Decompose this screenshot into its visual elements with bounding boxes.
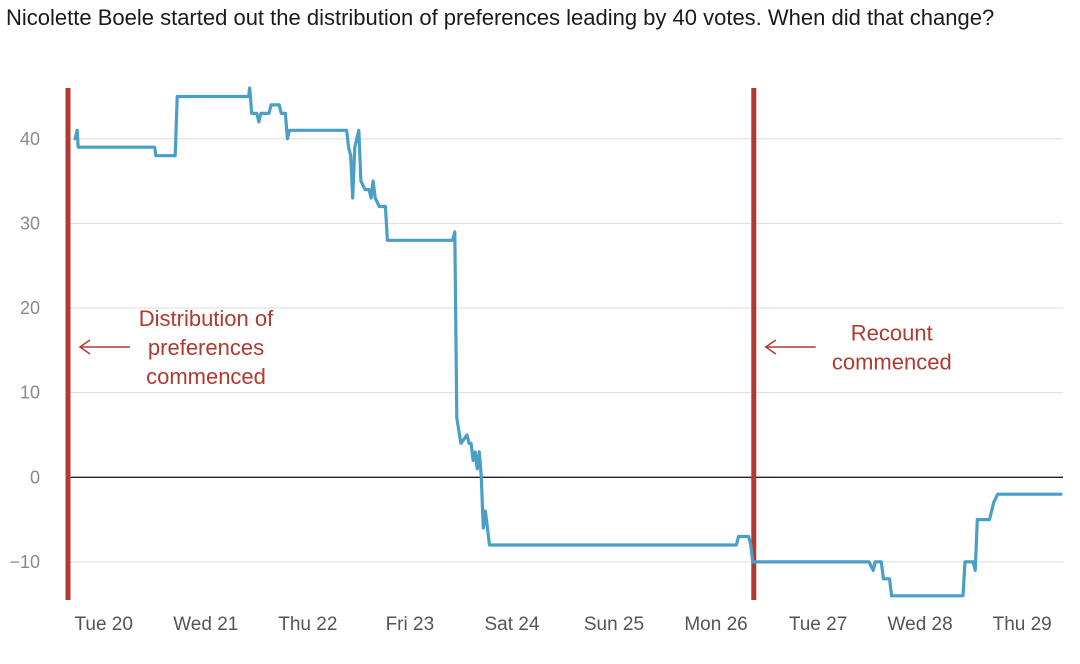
x-tick-label: Sun 25: [584, 614, 644, 635]
event-arrowhead: [764, 339, 777, 355]
x-tick-label: Mon 26: [684, 614, 747, 635]
y-tick-label: 10: [20, 383, 40, 403]
x-tick-label: Wed 21: [173, 614, 238, 635]
gridlines: [68, 138, 1063, 563]
event-annotation-text: commenced: [146, 364, 266, 389]
x-tick-label: Fri 23: [386, 614, 435, 635]
y-tick-label: 30: [20, 213, 40, 233]
x-tick-label: Wed 28: [888, 614, 953, 635]
event-annotation-text: Recount: [851, 321, 933, 346]
y-tick-label: −10: [9, 552, 40, 572]
x-axis-ticks: Tue 20 Wed 21 Thu 22 Fri 23 Sat 24 Sun 25 Mon …: [74, 614, 1051, 635]
x-tick-label: Tue 20: [74, 614, 132, 635]
y-tick-label: 40: [20, 129, 40, 149]
event-annotation-text: preferences: [148, 335, 264, 360]
event-arrowhead: [78, 339, 91, 355]
y-axis-ticks: 40 30 20 10 0 −10: [9, 129, 40, 572]
x-tick-label: Thu 22: [278, 614, 337, 635]
event-markers: Distribution of preferences commenced Recou…: [65, 88, 952, 600]
x-tick-label: Sat 24: [484, 614, 539, 635]
vote-margin-line: [73, 86, 1063, 598]
x-tick-label: Tue 27: [789, 614, 847, 635]
chart-title: Nicolette Boele started out the distribu…: [6, 5, 995, 30]
x-tick-label: Thu 29: [993, 614, 1052, 635]
event-annotation-text: Distribution of: [139, 306, 274, 331]
y-tick-label: 20: [20, 298, 40, 318]
event-annotation-text: commenced: [832, 350, 952, 375]
y-tick-label: 0: [30, 467, 40, 487]
data-line-group: [73, 86, 1063, 598]
